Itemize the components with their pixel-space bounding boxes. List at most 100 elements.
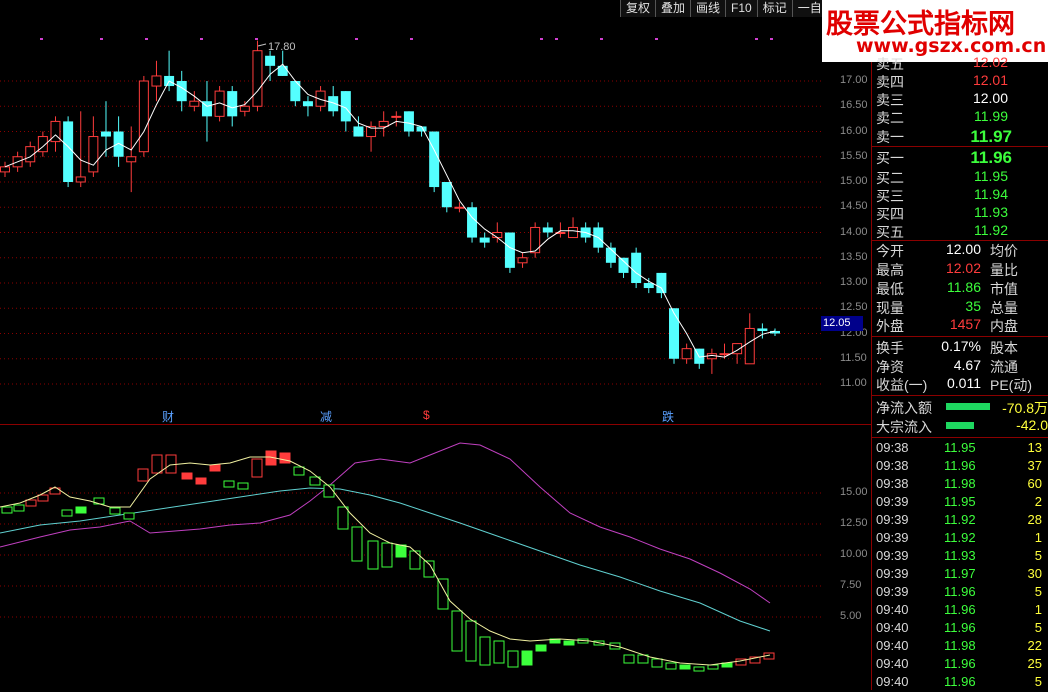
trade-time: 09:39 [876, 494, 909, 509]
trade-volume: 5 [1034, 620, 1042, 635]
toolbar-button-1[interactable]: 叠加 [655, 0, 691, 17]
trade-row: 09:38 11.98 60 [876, 476, 1046, 494]
row-value: 11.94 [974, 186, 1008, 202]
row-label-secondary: 市值 [990, 281, 1018, 297]
stat-row: 今开 12.00 均价 [876, 241, 1048, 260]
row-value: 12.00 [945, 241, 981, 257]
row-label-secondary: 总量 [990, 300, 1018, 316]
row-value: 11.97 [970, 127, 1012, 146]
candle [353, 116, 364, 137]
trade-volume: 5 [1034, 548, 1042, 563]
row-label: 最低 [876, 281, 904, 297]
indicator-cyan-line [0, 487, 771, 632]
indicator-chart[interactable] [0, 425, 822, 690]
indicator-bar [293, 466, 305, 476]
trade-price: 11.96 [944, 656, 976, 671]
candle [328, 86, 339, 117]
trade-price: 11.93 [944, 548, 976, 563]
signal-mark [355, 38, 358, 40]
trade-price: 11.95 [944, 494, 976, 509]
trade-volume: 37 [1027, 458, 1042, 473]
trade-row: 09:39 11.95 2 [876, 494, 1046, 512]
trade-row: 09:39 11.96 5 [876, 584, 1046, 602]
trade-row: 09:40 11.96 1 [876, 602, 1046, 620]
trade-time: 09:39 [876, 566, 909, 581]
row-label: 卖一 [876, 129, 904, 145]
row-label: 卖四 [876, 74, 904, 90]
row-value: 11.92 [974, 222, 1008, 238]
indicator-bar [25, 499, 37, 507]
trade-price: 11.92 [944, 512, 976, 527]
trade-row: 09:39 11.93 5 [876, 548, 1046, 566]
toolbar-button-2[interactable]: 画线 [690, 0, 726, 17]
signal-mark [40, 38, 43, 40]
ask-row: 卖四 12.01 [876, 72, 1048, 91]
row-label: 净资 [876, 359, 904, 375]
candle [252, 40, 263, 112]
watermark-url: www.gszx.com.cn [856, 35, 1047, 57]
toolbar-button-5[interactable]: 一自 [791, 0, 827, 17]
trade-time: 09:40 [876, 638, 909, 653]
indicator-bar [209, 464, 221, 472]
indicator-bar [693, 666, 705, 672]
signal-mark [145, 38, 148, 40]
panel-separator [872, 395, 1048, 396]
bid-row: 买二 11.95 [876, 168, 1048, 187]
row-value: 11.86 [947, 279, 981, 295]
candle [757, 323, 768, 339]
row-label: 卖三 [876, 92, 904, 108]
trade-volume: 60 [1027, 476, 1042, 491]
signal-mark [410, 38, 413, 40]
flow-value: -70.8万 [1002, 400, 1048, 416]
panel-separator [872, 336, 1048, 337]
candle [0, 161, 10, 177]
indicator-bar [49, 487, 61, 495]
quote-panel: 卖五 12.02 卖四 12.01 卖三 12.00 卖二 11.99 卖一 11.97 买一 11.… [872, 0, 1048, 690]
flow-label: 大宗流入 [876, 419, 932, 435]
trade-price: 11.96 [944, 584, 976, 599]
chart-toolbar: 复权 叠加 画线 F10 标记 一自 [620, 0, 827, 18]
price-tick-label: 15.00 [840, 175, 868, 187]
trade-row: 09:39 11.97 30 [876, 566, 1046, 584]
row-label: 买三 [876, 188, 904, 204]
row-label: 卖二 [876, 110, 904, 126]
trade-price: 11.98 [944, 476, 976, 491]
indicator-bar [165, 454, 177, 474]
indicator-bar [423, 560, 435, 578]
trade-time: 09:39 [876, 584, 909, 599]
toolbar-button-0[interactable]: 复权 [620, 0, 656, 17]
price-tick-label: 14.50 [840, 200, 868, 213]
indicator-bar [665, 662, 677, 670]
stat-row: 收益(一) 0.011 PE(动) [876, 375, 1048, 394]
panel-separator [872, 437, 1048, 438]
toolbar-button-4[interactable]: 标记 [756, 0, 792, 17]
trade-volume: 13 [1027, 440, 1042, 455]
indicator-bar [381, 542, 393, 568]
row-label-secondary: 股本 [990, 340, 1018, 356]
watermark-title: 股票公式指标网 [826, 9, 1015, 40]
candle [239, 101, 250, 117]
trade-volume: 25 [1027, 656, 1042, 671]
price-tick-label: 16.00 [840, 124, 868, 137]
trade-price: 11.96 [944, 620, 976, 635]
trade-volume: 5 [1034, 674, 1042, 689]
indicator-tick-label: 12.50 [840, 517, 868, 529]
toolbar-button-3[interactable]: F10 [725, 0, 757, 17]
indicator-bar [279, 452, 291, 464]
candle [113, 116, 124, 167]
indicator-bar [651, 658, 663, 668]
indicator-bar [451, 610, 463, 652]
indicator-bar [749, 656, 761, 664]
candlestick-chart[interactable]: 17.80 [0, 0, 822, 425]
row-label: 今开 [876, 243, 904, 259]
candle [631, 247, 642, 289]
row-value: 11.93 [974, 204, 1008, 220]
candle [479, 232, 490, 248]
indicator-bar [109, 507, 121, 515]
trade-row: 09:39 11.92 1 [876, 530, 1046, 548]
indicator-bar [535, 644, 547, 652]
candle [542, 222, 553, 238]
signal-mark [770, 38, 773, 40]
trade-volume: 1 [1034, 602, 1042, 617]
event-label: 跌 [662, 410, 675, 424]
